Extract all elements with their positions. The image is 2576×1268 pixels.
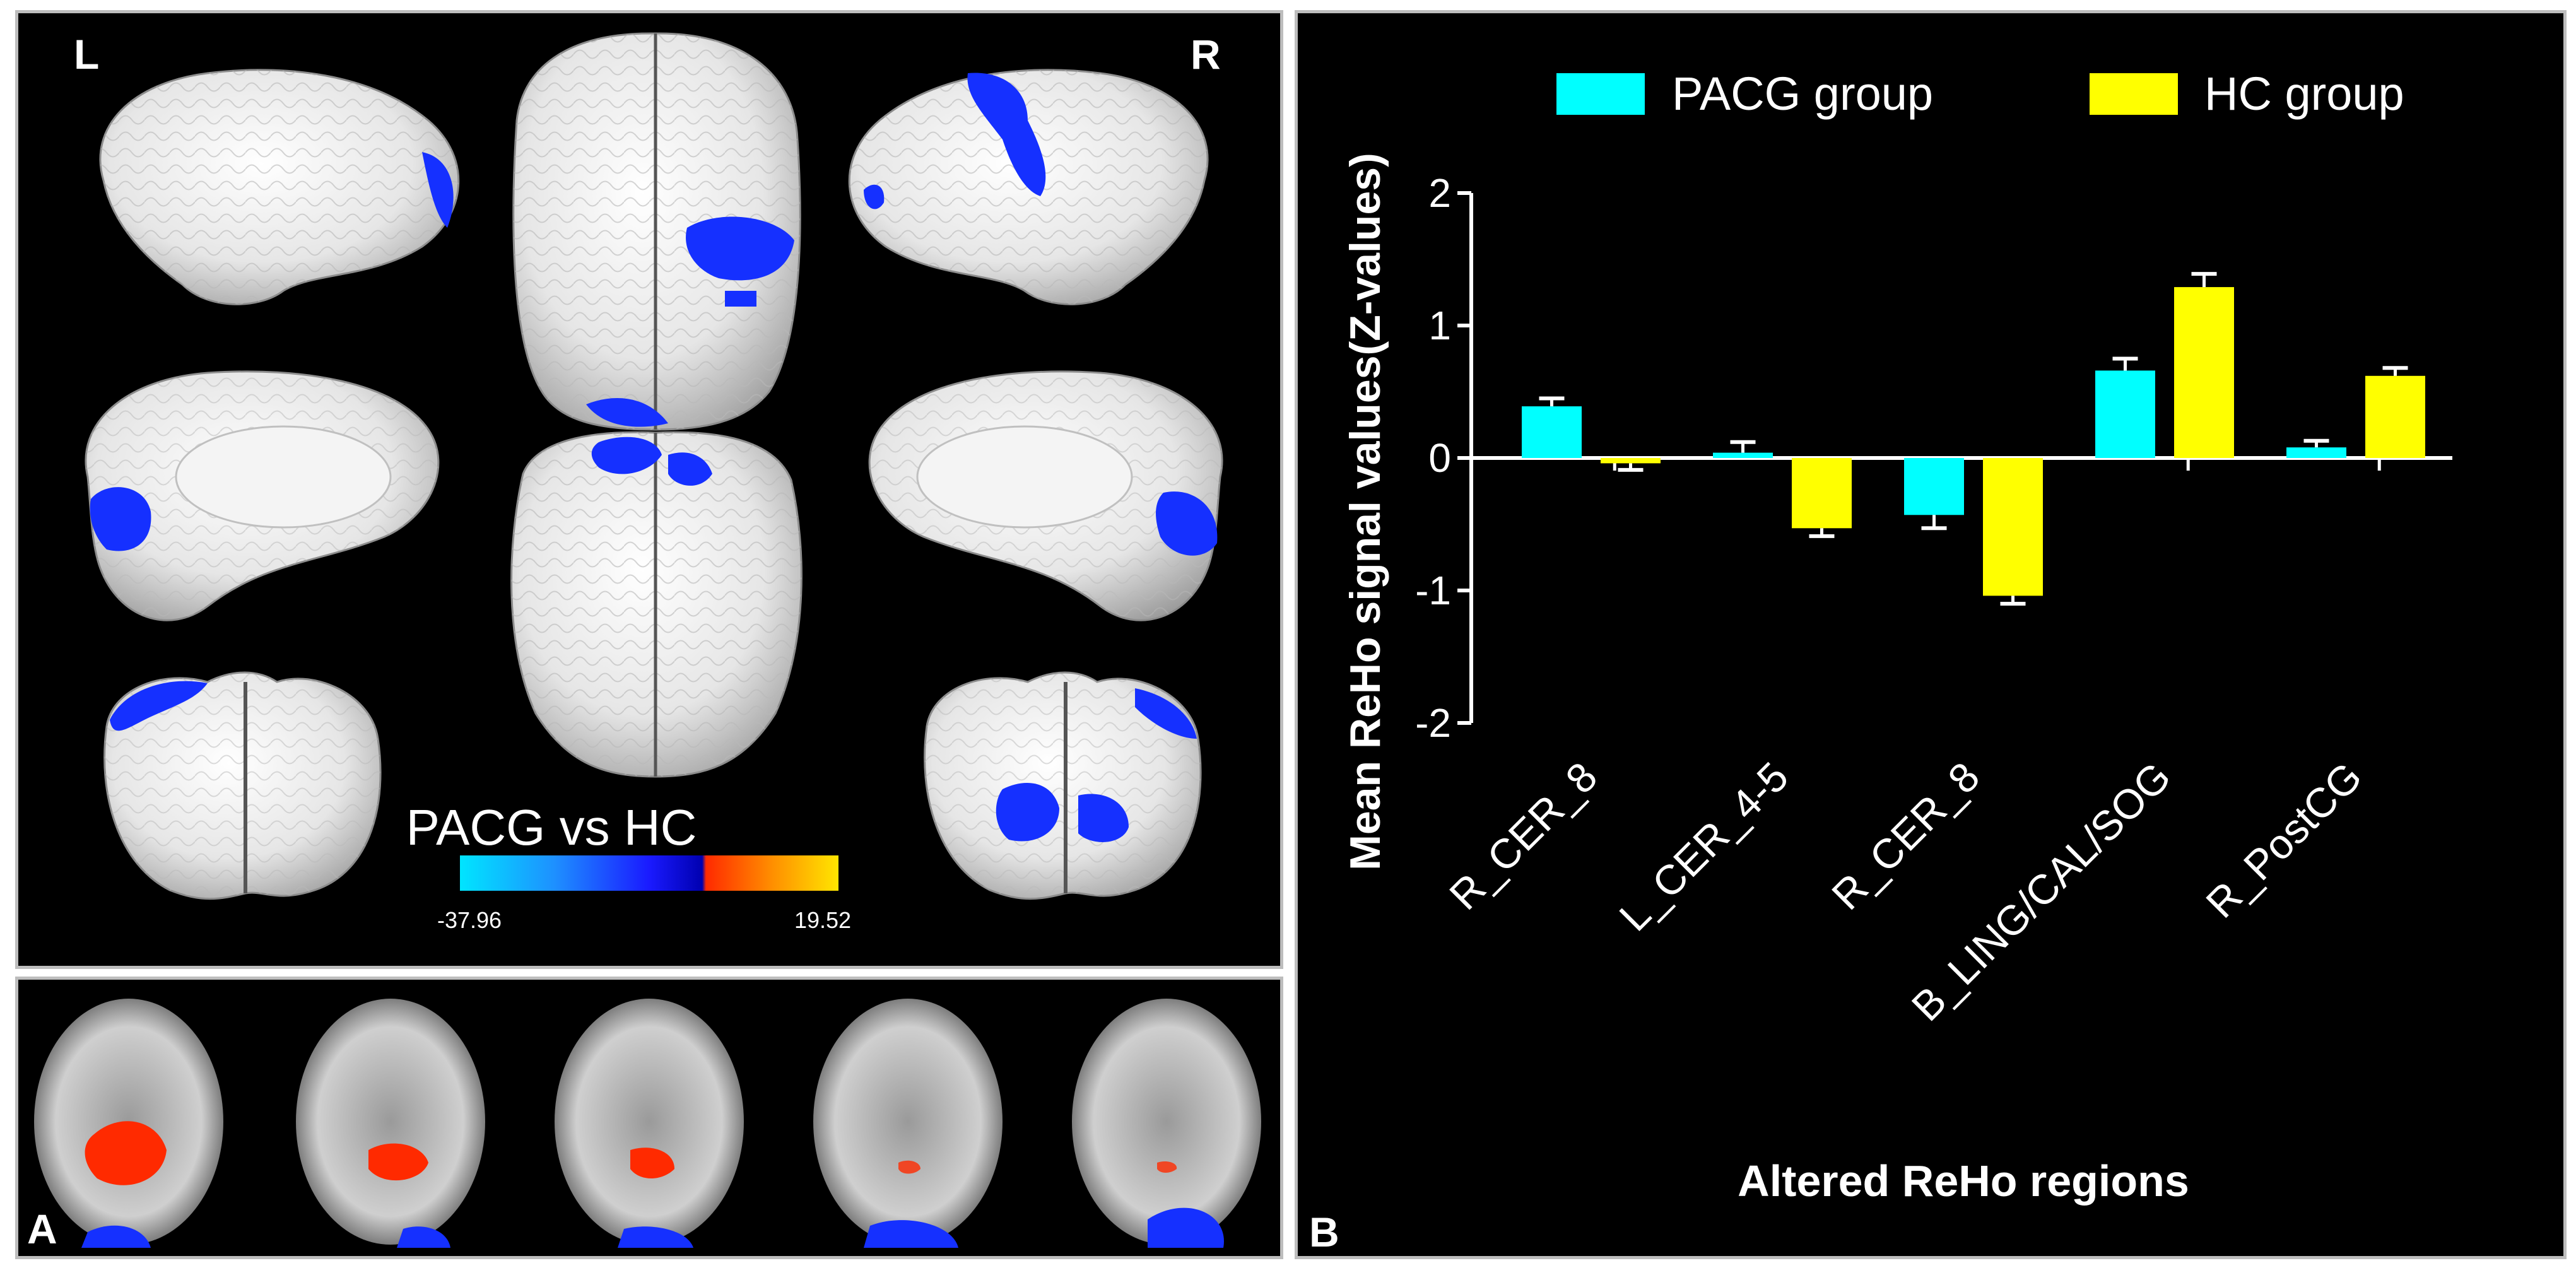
panel-b-label: B (1309, 1209, 1339, 1255)
y-tick-label: 1 (1428, 303, 1451, 348)
colorbar: PACG vs HC -37.96 19.52 (406, 799, 851, 933)
brain-right-medial (868, 370, 1223, 621)
bar-hc-4 (2365, 375, 2425, 458)
category-label-4: R_PostCG (2197, 753, 2370, 927)
category-label-1: L_CER_4-5 (1610, 753, 1797, 940)
bars-layer (1522, 272, 2425, 606)
brain-inferior-view (510, 431, 803, 778)
bar-hc-2 (1983, 458, 2043, 596)
bar-pacg-4 (2286, 447, 2346, 458)
bar-pacg-3 (2095, 370, 2155, 458)
bar-pacg-0 (1522, 406, 1582, 458)
brain-left-lateral (99, 69, 460, 305)
y-tick-label: 2 (1428, 170, 1451, 216)
category-labels-layer: R_CER_8 L_CER_4-5 R_CER_8B_LING/CAL/SOG R_P… (1440, 753, 2370, 1030)
axial-slice-2 (296, 999, 485, 1248)
bar-hc-1 (1792, 458, 1852, 529)
x-axis-title: Altered ReHo regions (1738, 1156, 2189, 1206)
right-hemisphere-marker: R (1191, 31, 1221, 78)
axial-slice-4 (813, 999, 1003, 1248)
colorbar-max-label: 19.52 (794, 907, 851, 933)
brain-superior-view (512, 32, 801, 431)
bar-hc-0 (1601, 458, 1661, 464)
axial-slices-canvas: A (27, 999, 1261, 1252)
panel-a-axial-slices: A (15, 977, 1283, 1259)
axial-slice-3 (555, 999, 744, 1248)
legend-label-hc: HC group (2204, 68, 2404, 120)
brain-renderings-canvas: L R (74, 31, 1223, 933)
legend-swatch-pacg (1556, 73, 1645, 115)
bar-chart-svg: PACG group HC group Mean ReHo signal val… (1309, 68, 2452, 1255)
y-tick-label: 0 (1428, 435, 1451, 481)
brain-left-medial (85, 370, 440, 621)
panel-a-brain-renderings: L R (15, 10, 1283, 969)
legend-swatch-hc (2090, 73, 2178, 115)
y-tick-label: -1 (1415, 568, 1451, 613)
left-hemisphere-marker: L (74, 31, 99, 78)
brain-posterior-right (924, 671, 1202, 900)
y-tick-label: -2 (1415, 700, 1451, 746)
legend: PACG group HC group (1556, 68, 2404, 120)
y-axis-title: Mean ReHo signal values(Z-values) (1341, 153, 1389, 870)
axes-layer: 2 1 0 -1 -2 (1415, 170, 2452, 746)
colorbar-title: PACG vs HC (406, 799, 697, 855)
category-label-2: R_CER_8 (1823, 753, 1988, 919)
brain-right-lateral (848, 69, 1209, 305)
brain-posterior-left (103, 671, 382, 900)
bar-pacg-2 (1904, 458, 1964, 515)
panel-b-bar-chart: PACG group HC group Mean ReHo signal val… (1295, 10, 2567, 1259)
colorbar-gradient-bar (460, 855, 838, 891)
axial-slice-1 (34, 999, 223, 1248)
bar-pacg-1 (1713, 452, 1773, 458)
panel-a-label: A (27, 1206, 57, 1252)
legend-label-pacg: PACG group (1672, 68, 1933, 120)
colorbar-min-label: -37.96 (437, 907, 502, 933)
axial-slice-5 (1072, 999, 1261, 1248)
category-label-0: R_CER_8 (1440, 753, 1606, 919)
bar-hc-3 (2174, 287, 2234, 458)
